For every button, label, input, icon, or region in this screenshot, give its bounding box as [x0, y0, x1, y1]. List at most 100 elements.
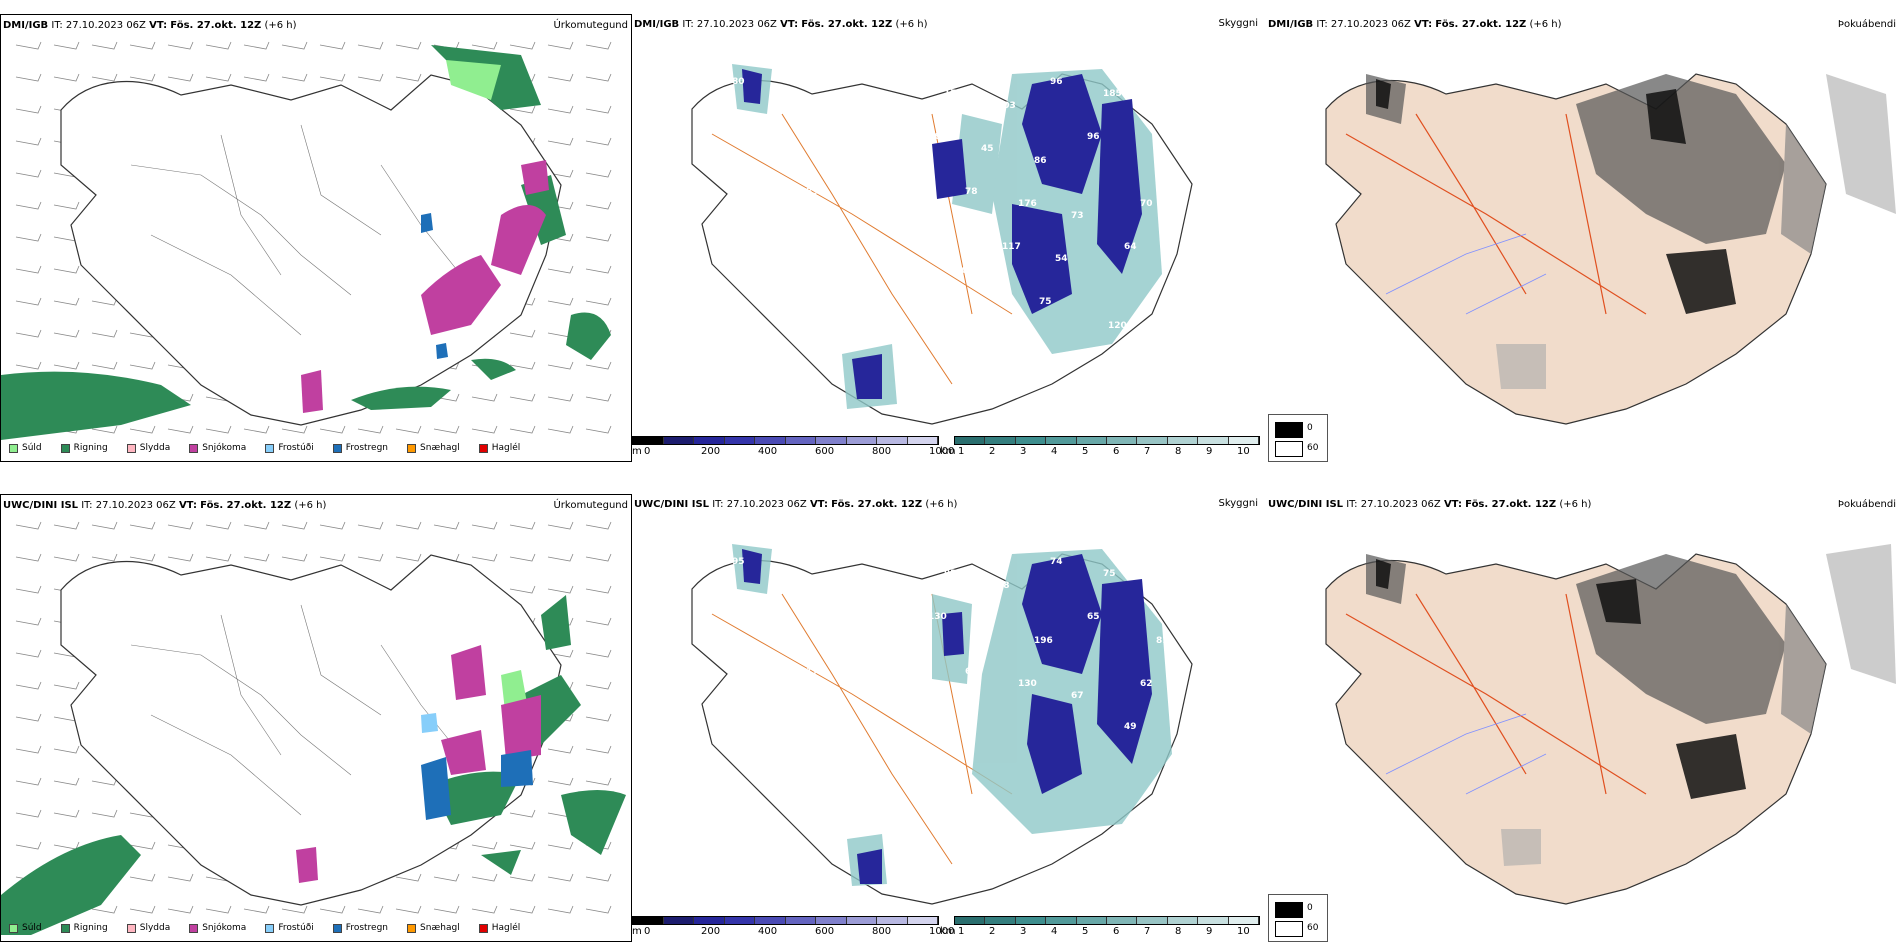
visibility-label: 77 — [986, 321, 999, 331]
visibility-label: 101 — [1161, 297, 1180, 307]
panel-title: Úrkomutegund — [553, 500, 628, 511]
legend-label: Rigning — [73, 923, 108, 933]
legend-item-rigning: Rigning — [60, 923, 108, 933]
panel-title: Skyggni — [1218, 18, 1258, 29]
visibility-label: 176 — [1018, 199, 1037, 209]
visibility-tick: 6 — [1113, 926, 1120, 937]
legend-item-slydda: Slydda — [126, 443, 170, 453]
legend-swatch — [60, 443, 70, 453]
visibility-label: 148 — [822, 624, 841, 634]
visibility-label: 78 — [965, 187, 978, 197]
fog-legend: 0 60 — [1268, 894, 1328, 942]
visibility-label: 176 — [806, 667, 825, 677]
elevation-tick: 800 — [872, 446, 892, 457]
visibility-map: 80 77 91 85 179 103 96 185 82 69 61 61 162 45 86 96 70 86… — [691, 64, 1193, 425]
legend-label: Slydda — [139, 923, 171, 933]
visibility-panel-bottom: UWC/DINI ISL IT: 27.10.2023 06Z VT: Fös.… — [632, 494, 1264, 942]
visibility-label: 88 — [827, 321, 840, 331]
visibility-tick: 9 — [1206, 926, 1213, 937]
visibility-label: 63 — [896, 254, 909, 264]
elevation-unit: m — [632, 926, 642, 937]
visibility-label: 163 — [737, 254, 756, 264]
legend-swatch — [60, 923, 70, 933]
visibility-tick: 7 — [1144, 926, 1151, 937]
legend-item-snjókoma: Snjókoma — [189, 443, 246, 453]
visibility-label: 80 — [732, 77, 745, 87]
legend-swatch — [126, 923, 136, 933]
visibility-label: 84 — [981, 624, 994, 634]
visibility-label: 196 — [1034, 636, 1053, 646]
elevation-colorbar — [632, 916, 939, 925]
legend-label: Rigning — [73, 443, 108, 453]
precip-legend: Súld Rigning Slydda Snjókoma Frostúði Frostre… — [9, 443, 535, 453]
fog-map — [1325, 544, 1896, 905]
visibility-tick: 4 — [1051, 446, 1058, 457]
visibility-label: 96 — [1050, 77, 1063, 87]
fog-swatch-0 — [1275, 902, 1303, 918]
visibility-tick: 1 — [958, 446, 965, 457]
legend-label: Frostregn — [345, 443, 389, 453]
visibility-label: 85 — [891, 77, 904, 87]
visibility-tick: 3 — [1020, 926, 1027, 937]
legend-label: Súld — [22, 443, 42, 453]
visibility-label: 74 — [1050, 557, 1063, 567]
panel-header: UWC/DINI ISL IT: 27.10.2023 06Z VT: Fös.… — [634, 499, 958, 510]
legend-swatch — [332, 923, 342, 933]
legend-label: Snjókoma — [202, 923, 247, 933]
visibility-colorbar — [954, 436, 1260, 445]
legend-swatch — [478, 443, 488, 453]
visibility-tick: 1 — [958, 926, 965, 937]
visibility-label: 54 — [1055, 254, 1068, 264]
legend-label: Snjókoma — [202, 443, 247, 453]
fog-map — [1325, 73, 1896, 425]
visibility-label: 46 — [859, 679, 872, 689]
legend-label: Frostúði — [278, 443, 314, 453]
legend-item-snæhagl: Snæhagl — [407, 443, 460, 453]
visibility-tick: 5 — [1082, 446, 1089, 457]
elevation-tick: 200 — [701, 446, 721, 457]
elevation-tick: 1000 — [929, 926, 955, 937]
elevation-tick: 400 — [758, 926, 778, 937]
visibility-label: 44 — [896, 734, 909, 744]
visibility-label: 44 — [1145, 376, 1158, 386]
panel-title: Úrkomutegund — [553, 20, 628, 31]
panel-header: DMI/IGB IT: 27.10.2023 06Z VT: Fös. 27.o… — [634, 19, 928, 30]
elevation-tick: 0 — [644, 446, 651, 457]
fog-swatch-0 — [1275, 422, 1303, 438]
visibility-label: 84 — [785, 569, 798, 579]
visibility-label: 62 — [1140, 679, 1153, 689]
visibility-label: 141 — [891, 557, 910, 567]
visibility-tick: 5 — [1082, 926, 1089, 937]
fog-value-60: 60 — [1307, 923, 1319, 933]
legend-label: Snæhagl — [420, 923, 460, 933]
elevation-tick: 200 — [701, 926, 721, 937]
visibility-label: 49 — [1124, 722, 1137, 732]
visibility-unit: km — [940, 926, 956, 937]
legend-swatch — [265, 443, 275, 453]
legend-swatch — [332, 443, 342, 453]
visibility-label: 179 — [944, 89, 963, 99]
panel-title: Þokuábendi — [1837, 19, 1896, 30]
legend-item-frostúði: Frostúði — [265, 923, 314, 933]
visibility-label: 73 — [838, 581, 851, 591]
visibility-label: 61 — [875, 156, 888, 166]
visibility-label: 95 — [732, 557, 745, 567]
panel-header: DMI/IGB IT: 27.10.2023 06Z VT: Fös. 27.o… — [3, 20, 297, 31]
legend-label: Haglél — [491, 443, 521, 453]
visibility-label: 52 — [790, 746, 803, 756]
legend-item-haglél: Haglél — [478, 443, 521, 453]
visibility-label: 75 — [1039, 297, 1052, 307]
panel-title: Skyggni — [1218, 498, 1258, 509]
visibility-tick: 8 — [1175, 926, 1182, 937]
legend-item-súld: Súld — [9, 443, 42, 453]
legend-item-haglél: Haglél — [478, 923, 520, 933]
visibility-label: 78 — [880, 297, 893, 307]
elevation-tick: 0 — [644, 926, 651, 937]
visibility-label: 69 — [769, 132, 782, 142]
legend-swatch — [189, 923, 199, 933]
precip-type-panel-top: DMI/IGB IT: 27.10.2023 06Z VT: Fös. 27.o… — [0, 14, 632, 462]
elevation-unit: m — [632, 446, 642, 457]
visibility-label: 78 — [997, 581, 1010, 591]
visibility-label: 144 — [912, 211, 931, 221]
fog-value-0: 0 — [1307, 903, 1313, 913]
